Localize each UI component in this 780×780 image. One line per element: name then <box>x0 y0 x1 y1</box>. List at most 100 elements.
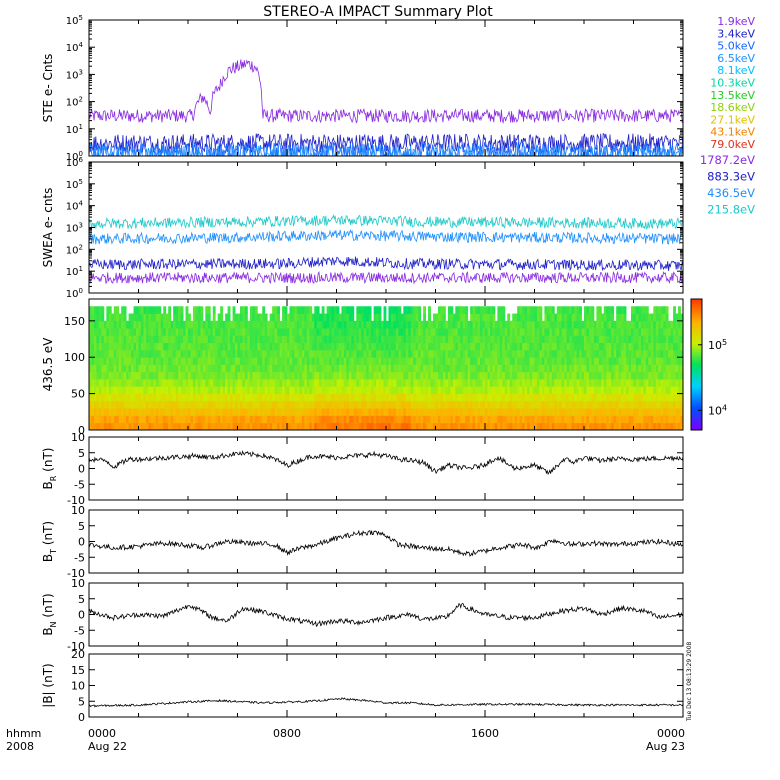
heatmap-cell <box>128 357 132 365</box>
heatmap-cell <box>378 342 382 351</box>
heatmap-cell <box>237 364 241 373</box>
heatmap-cell <box>517 386 521 395</box>
heatmap-cell <box>494 342 498 351</box>
heatmap-cell <box>126 371 130 380</box>
heatmap-cell <box>388 320 392 329</box>
heatmap-cell <box>376 422 379 431</box>
heatmap-cell <box>314 342 318 351</box>
heatmap-cell <box>428 335 431 344</box>
y-tick-label: 100 <box>64 351 85 364</box>
heatmap-cell <box>299 313 303 322</box>
heatmap-cell <box>529 335 533 344</box>
heatmap-cell <box>524 349 528 358</box>
heatmap-cell <box>492 415 496 424</box>
heatmap-cell <box>121 313 125 322</box>
heatmap-cell <box>415 422 419 431</box>
heatmap-cell <box>118 422 122 431</box>
heatmap-cell <box>227 415 231 424</box>
heatmap-cell <box>480 342 483 351</box>
heatmap-cell <box>435 408 439 416</box>
heatmap-cell <box>133 335 137 344</box>
heatmap-cell <box>111 342 115 351</box>
heatmap-cell <box>507 313 511 322</box>
heatmap-cell <box>296 408 300 416</box>
heatmap-cell <box>311 386 315 395</box>
heatmap-cell <box>158 320 162 329</box>
heatmap-cell <box>160 328 164 336</box>
heatmap-cell <box>433 415 436 424</box>
heatmap-cell <box>269 415 273 424</box>
heatmap-cell <box>160 379 164 387</box>
heatmap-cell <box>675 349 679 358</box>
heatmap-cell <box>663 349 667 358</box>
heatmap-cell <box>153 320 157 329</box>
heatmap-cell <box>289 400 293 409</box>
heatmap-cell <box>393 349 397 358</box>
heatmap-cell <box>410 408 414 416</box>
heatmap-cell <box>440 422 444 431</box>
heatmap-cell <box>264 386 268 395</box>
heatmap-cell <box>366 400 370 409</box>
heatmap-cell <box>247 408 251 416</box>
heatmap-cell <box>180 408 184 416</box>
heatmap-cell <box>579 379 582 387</box>
heatmap-cell <box>423 320 427 329</box>
heatmap-cell <box>574 349 577 358</box>
heatmap-cell <box>123 379 127 387</box>
heatmap-cell <box>519 386 523 395</box>
heatmap-cell <box>230 364 233 373</box>
heatmap-cell <box>136 408 139 416</box>
heatmap-cell <box>390 335 394 344</box>
y-tick-label: 102 <box>66 96 83 109</box>
heatmap-cell <box>494 393 498 402</box>
heatmap-cell <box>546 408 550 416</box>
heatmap-cell <box>205 371 209 380</box>
series-line-bmag <box>89 697 683 708</box>
colorbar-segment <box>691 427 702 431</box>
heatmap-cell <box>376 400 379 409</box>
heatmap-cell <box>462 357 466 365</box>
heatmap-cell <box>650 364 654 373</box>
heatmap-cell <box>353 386 357 395</box>
heatmap-cell <box>447 415 451 424</box>
heatmap-cell <box>180 342 184 351</box>
heatmap-cell <box>680 357 684 365</box>
heatmap-cell <box>499 386 503 395</box>
heatmap-cell <box>200 386 204 395</box>
heatmap-cell <box>123 400 127 409</box>
heatmap-cell <box>247 364 251 373</box>
heatmap-cell <box>178 408 181 416</box>
heatmap-cell <box>249 313 253 322</box>
heatmap-cell <box>383 349 387 358</box>
heatmap-cell <box>131 328 134 336</box>
heatmap-cell <box>316 357 320 365</box>
heatmap-cell <box>482 349 486 358</box>
heatmap-cell <box>244 328 248 336</box>
heatmap-cell <box>381 328 384 336</box>
heatmap-cell <box>534 400 538 409</box>
heatmap-cell <box>282 400 285 409</box>
heatmap-cell <box>593 386 597 395</box>
heatmap-cell <box>296 306 300 314</box>
heatmap-cell <box>311 328 315 336</box>
heatmap-cell <box>428 364 431 373</box>
heatmap-cell <box>635 422 639 431</box>
heatmap-cell <box>175 393 179 402</box>
heatmap-cell <box>284 408 288 416</box>
heatmap-cell <box>579 393 582 402</box>
heatmap-cell <box>512 342 516 351</box>
heatmap-cell <box>504 379 508 387</box>
y-axis-label: |B| (nT) <box>41 663 55 707</box>
heatmap-cell <box>408 379 412 387</box>
heatmap-cell <box>150 379 154 387</box>
heatmap-cell <box>309 408 313 416</box>
heatmap-cell <box>658 364 662 373</box>
heatmap-cell <box>173 415 177 424</box>
y-tick-label: 100 <box>66 150 83 163</box>
heatmap-cell <box>586 342 590 351</box>
heatmap-cell <box>244 371 248 380</box>
heatmap-cell <box>262 422 266 431</box>
heatmap-cell <box>658 320 662 329</box>
heatmap-cell <box>489 335 493 344</box>
